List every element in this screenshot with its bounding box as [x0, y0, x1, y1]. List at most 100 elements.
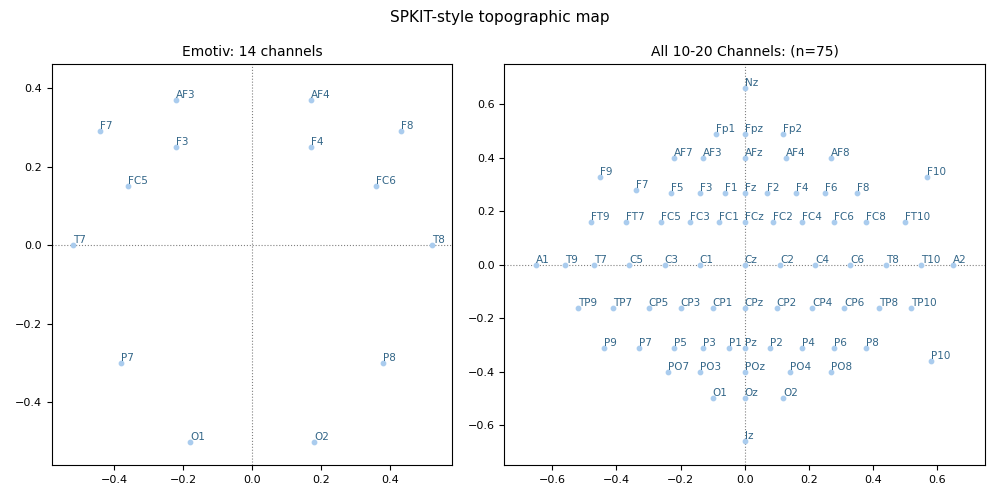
Point	[692, 188, 708, 196]
Point	[823, 368, 839, 376]
Text: PO3: PO3	[700, 362, 721, 372]
Text: TP9: TP9	[578, 298, 597, 308]
Point	[772, 261, 788, 269]
Text: CP6: CP6	[844, 298, 864, 308]
Point	[168, 96, 184, 104]
Point	[903, 304, 919, 312]
Text: A2: A2	[953, 255, 967, 265]
Text: O2: O2	[314, 432, 329, 442]
Text: F1: F1	[725, 182, 738, 192]
Point	[842, 261, 858, 269]
Text: C4: C4	[815, 255, 829, 265]
Text: C5: C5	[629, 255, 643, 265]
Point	[897, 218, 913, 226]
Text: F8: F8	[401, 121, 413, 131]
Text: CP1: CP1	[713, 298, 733, 308]
Point	[923, 357, 939, 365]
Text: F7: F7	[636, 180, 648, 190]
Point	[871, 304, 887, 312]
Text: CPz: CPz	[745, 298, 764, 308]
Text: TP10: TP10	[911, 298, 937, 308]
Text: O1: O1	[713, 388, 727, 398]
Point	[660, 368, 676, 376]
Text: P2: P2	[770, 338, 783, 347]
Text: C1: C1	[700, 255, 714, 265]
Text: TP7: TP7	[613, 298, 632, 308]
Point	[557, 261, 573, 269]
Text: P4: P4	[802, 338, 815, 347]
Point	[628, 186, 644, 194]
Point	[737, 261, 753, 269]
Point	[762, 344, 778, 351]
Point	[782, 368, 798, 376]
Text: C3: C3	[665, 255, 679, 265]
Text: PO7: PO7	[668, 362, 689, 372]
Text: P6: P6	[834, 338, 847, 347]
Text: FT9: FT9	[591, 212, 609, 222]
Point	[570, 304, 586, 312]
Text: FC6: FC6	[834, 212, 854, 222]
Point	[721, 344, 737, 351]
Point	[695, 154, 711, 162]
Point	[804, 304, 820, 312]
Point	[858, 344, 874, 351]
Point	[303, 96, 319, 104]
Text: Cz: Cz	[745, 255, 758, 265]
Point	[717, 188, 733, 196]
Point	[120, 182, 136, 190]
Text: F4: F4	[311, 137, 323, 147]
Point	[794, 218, 810, 226]
Point	[826, 218, 842, 226]
Point	[836, 304, 852, 312]
Point	[711, 218, 727, 226]
Point	[737, 304, 753, 312]
Point	[692, 368, 708, 376]
Text: F10: F10	[927, 166, 946, 176]
Point	[705, 304, 721, 312]
Point	[919, 172, 935, 180]
Point	[858, 218, 874, 226]
Point	[849, 188, 865, 196]
Point	[705, 394, 721, 402]
Text: TP8: TP8	[879, 298, 898, 308]
Point	[92, 127, 108, 135]
Text: CP5: CP5	[649, 298, 669, 308]
Text: PO4: PO4	[790, 362, 811, 372]
Point	[765, 218, 781, 226]
Text: FC4: FC4	[802, 212, 822, 222]
Text: Fz: Fz	[745, 182, 756, 192]
Text: F9: F9	[600, 166, 613, 176]
Text: T10: T10	[921, 255, 940, 265]
Point	[182, 438, 198, 446]
Point	[737, 84, 753, 92]
Text: PO8: PO8	[831, 362, 852, 372]
Point	[692, 261, 708, 269]
Text: P10: P10	[931, 351, 950, 361]
Text: T7: T7	[594, 255, 607, 265]
Text: AF4: AF4	[311, 90, 330, 100]
Text: O1: O1	[190, 432, 205, 442]
Point	[913, 261, 929, 269]
Point	[817, 188, 833, 196]
Text: AF4: AF4	[786, 148, 806, 158]
Text: C6: C6	[850, 255, 864, 265]
Point	[737, 154, 753, 162]
Text: Pz: Pz	[745, 338, 756, 347]
Text: AF3: AF3	[176, 90, 196, 100]
Point	[673, 304, 689, 312]
Text: F2: F2	[767, 182, 780, 192]
Point	[775, 130, 791, 138]
Point	[586, 261, 602, 269]
Text: Oz: Oz	[745, 388, 758, 398]
Point	[653, 218, 669, 226]
Point	[826, 344, 842, 351]
Point	[778, 154, 794, 162]
Point	[375, 359, 391, 367]
Text: FC2: FC2	[773, 212, 793, 222]
Text: AFz: AFz	[745, 148, 763, 158]
Point	[737, 130, 753, 138]
Text: P8: P8	[866, 338, 879, 347]
Text: F3: F3	[176, 137, 189, 147]
Point	[708, 130, 724, 138]
Point	[168, 143, 184, 151]
